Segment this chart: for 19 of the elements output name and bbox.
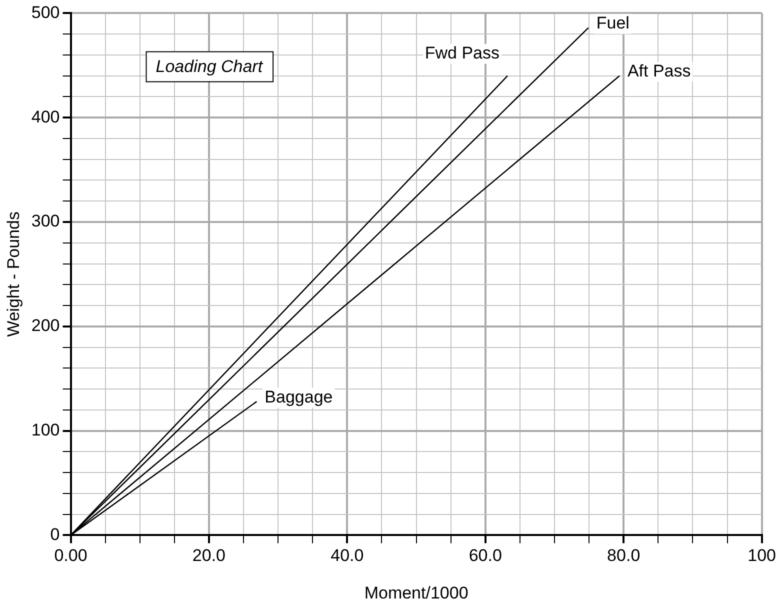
text: Loading Chart xyxy=(156,56,264,76)
series-label: Fwd Pass xyxy=(424,44,500,63)
y-tick-label: 200 xyxy=(31,316,60,336)
series-label: Fuel xyxy=(596,14,630,33)
y-axis-title: Weight - Pounds xyxy=(4,212,23,337)
x-tick-label: 40.0 xyxy=(330,546,364,566)
x-tick-label: 100 xyxy=(748,546,776,566)
y-tick-label: 100 xyxy=(31,420,60,440)
x-axis-title: Moment/1000 xyxy=(364,583,468,602)
y-tick-label: 500 xyxy=(31,2,60,22)
y-tick-label: 400 xyxy=(31,107,60,126)
series-label: Baggage xyxy=(264,387,333,406)
series-label: Aft Pass xyxy=(627,62,691,81)
y-tick-label: 0 xyxy=(50,524,60,544)
x-tick-label: 80.0 xyxy=(607,546,640,566)
x-tick-label: 20.0 xyxy=(192,546,226,566)
x-tick-label: 60.0 xyxy=(468,546,502,566)
y-tick-label: 300 xyxy=(31,212,60,231)
x-tick-label: 0.00 xyxy=(54,546,88,566)
